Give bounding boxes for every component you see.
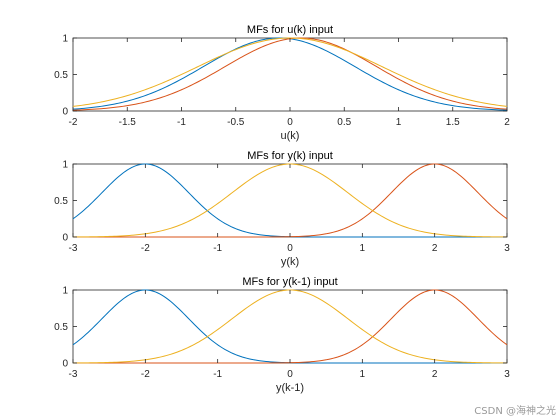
- y-tick-label: 0: [62, 233, 68, 244]
- x-tick-label: -2: [69, 117, 78, 128]
- axes-1: -2 -1.5 -1 -0.5 0 0.5 1 1.5 2 0 0.5 1 MFs for u(k) i…: [54, 24, 510, 142]
- x-axis-label: u(k): [281, 130, 300, 142]
- x-tick-label: 3: [504, 369, 510, 380]
- y-tick-label: 0.5: [54, 70, 68, 81]
- x-tick-label: 2: [432, 243, 438, 254]
- x-tick-label: 0: [287, 369, 293, 380]
- watermark: CSDN @海神之光: [474, 406, 556, 417]
- x-tick-label: 1: [396, 117, 402, 128]
- plot-area: [72, 289, 508, 364]
- x-tick-label: 2: [504, 117, 510, 128]
- x-axis-label: y(k-1): [276, 382, 304, 394]
- x-tick-label: -2: [141, 369, 150, 380]
- x-tick-label: -1: [213, 369, 222, 380]
- x-tick-label: 1.5: [446, 117, 460, 128]
- x-tick-label: -1: [213, 243, 222, 254]
- x-tick-label: 1: [360, 243, 366, 254]
- x-tick-label: 0: [287, 243, 293, 254]
- x-tick-label: 0.5: [337, 117, 351, 128]
- x-tick-label: -3: [69, 243, 78, 254]
- y-tick-label: 1: [62, 34, 68, 45]
- x-tick-label: 2: [432, 369, 438, 380]
- y-tick-label: 0: [62, 359, 68, 370]
- x-tick-label: 0: [287, 117, 293, 128]
- axes-title: MFs for y(k) input: [247, 150, 333, 162]
- axes-title: MFs for y(k-1) input: [242, 276, 337, 288]
- y-tick-label: 0.5: [54, 196, 68, 207]
- axes-3: -3 -2 -1 0 1 2 3 0 0.5 1 MFs for y(k-1) input y(k-1…: [54, 276, 510, 394]
- plot-area: [72, 163, 508, 238]
- x-tick-label: -2: [141, 243, 150, 254]
- y-tick-label: 0.5: [54, 322, 68, 333]
- axes-2: -3 -2 -1 0 1 2 3 0 0.5 1 MFs for y(k) input y(k): [54, 150, 510, 268]
- x-tick-label: -0.5: [227, 117, 245, 128]
- plot-area: [72, 37, 508, 112]
- y-tick-label: 0: [62, 107, 68, 118]
- x-axis-label: y(k): [281, 256, 299, 268]
- x-tick-label: -1: [177, 117, 186, 128]
- axes-title: MFs for u(k) input: [247, 24, 333, 36]
- x-tick-label: -1.5: [119, 117, 137, 128]
- x-tick-label: 1: [360, 369, 366, 380]
- x-tick-label: 3: [504, 243, 510, 254]
- y-tick-label: 1: [62, 286, 68, 297]
- y-tick-label: 1: [62, 160, 68, 171]
- x-tick-label: -3: [69, 369, 78, 380]
